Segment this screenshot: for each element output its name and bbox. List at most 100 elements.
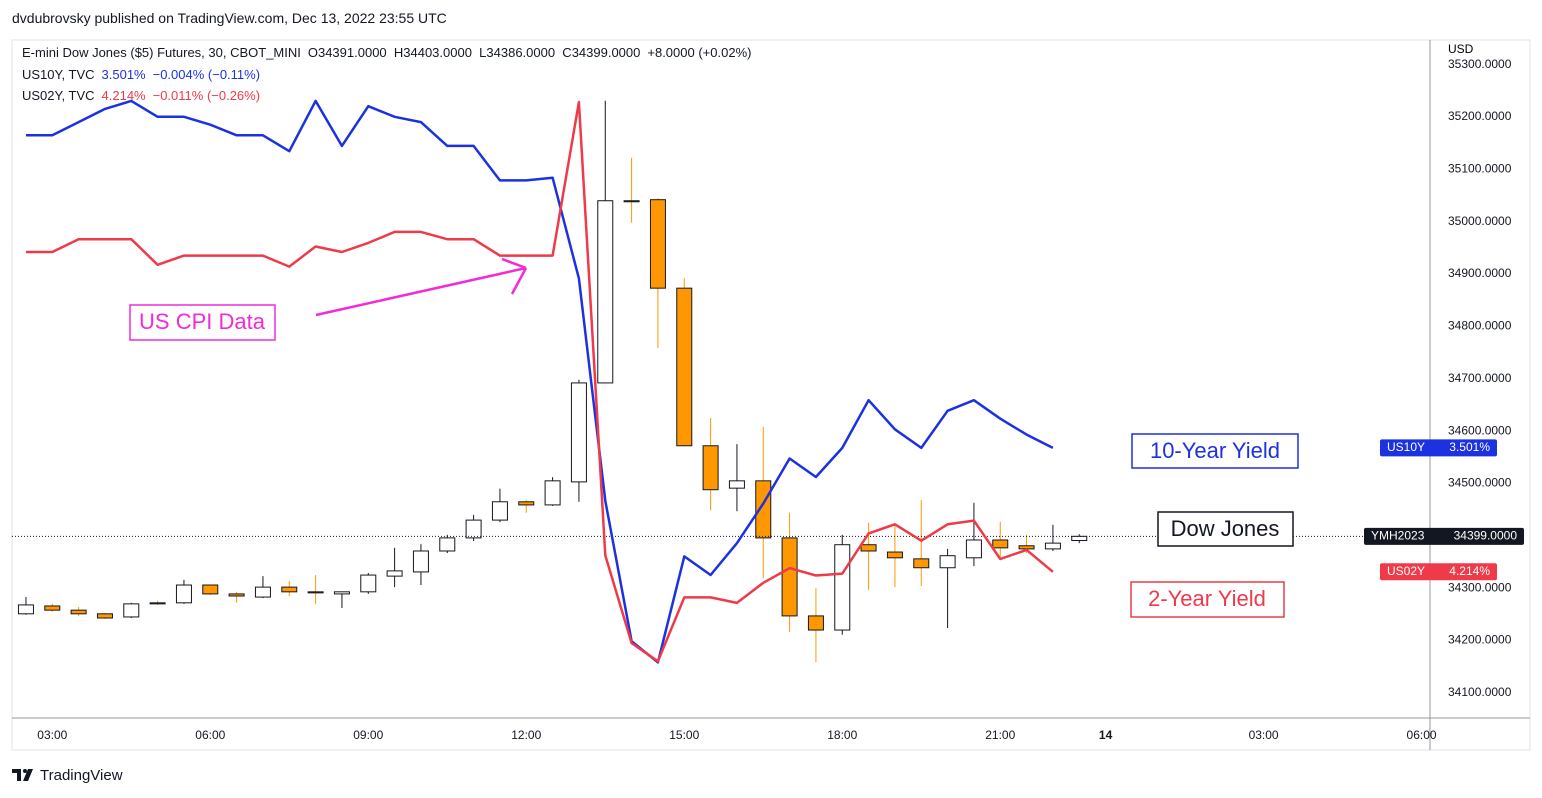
candle-body xyxy=(781,537,798,617)
candle-body xyxy=(44,605,61,611)
arrow xyxy=(315,266,527,317)
annotation-dow: Dow Jones xyxy=(1157,511,1294,547)
x-tick-label: 03:00 xyxy=(1249,728,1279,742)
annotation-text: 2-Year Yield xyxy=(1148,586,1266,611)
legend-ohlc: O34391.0000 H34403.0000 L34386.0000 C343… xyxy=(307,45,641,60)
price-tag-value: 34399.0000 xyxy=(1454,528,1518,542)
legend-change: −0.011% (−0.26%) xyxy=(152,88,261,103)
candle-body xyxy=(175,584,192,604)
yield-line xyxy=(26,99,1054,664)
price-tag-value: 3.501% xyxy=(1449,440,1490,454)
y-tick-label: 34500.0000 xyxy=(1448,476,1512,490)
candle-body xyxy=(386,570,403,577)
candle-body xyxy=(807,615,824,631)
arrow-head xyxy=(501,257,527,270)
legend-change: −0.004% (−0.11%) xyxy=(152,67,261,82)
price-tag-name: US02Y xyxy=(1387,564,1425,578)
candle-body xyxy=(570,382,587,483)
y-tick-label: 34700.0000 xyxy=(1448,371,1512,385)
brand: TradingView xyxy=(40,767,123,784)
legend-value: 4.214% xyxy=(101,88,146,103)
y-tick-label: 34600.0000 xyxy=(1448,423,1512,437)
candle-body xyxy=(728,480,745,489)
legend-name: US02Y, TVC xyxy=(22,88,95,103)
candle-body xyxy=(254,586,271,598)
candle-body xyxy=(623,200,640,203)
y-tick-label: 35000.0000 xyxy=(1448,214,1512,228)
candle-body xyxy=(965,539,982,559)
candle-body xyxy=(597,200,614,384)
candle-body xyxy=(518,501,535,506)
candle-body xyxy=(939,555,956,569)
candle-body xyxy=(913,558,930,569)
candle-body xyxy=(834,544,851,631)
candle-body xyxy=(123,603,140,618)
yield-line xyxy=(26,100,1054,663)
candle-body xyxy=(465,519,482,539)
legend-value: 3.501% xyxy=(101,67,146,82)
y-axis-unit: USD xyxy=(1448,42,1474,56)
legend-2y: US02Y, TVC 4.214% −0.011% (−0.26%) xyxy=(22,88,267,103)
candle-body xyxy=(1071,535,1088,542)
annotation-box xyxy=(1130,581,1285,618)
x-tick-label: 06:00 xyxy=(1407,728,1437,742)
legend-main: E-mini Dow Jones ($5) Futures, 30, CBOT_… xyxy=(22,45,758,60)
annotation-box xyxy=(1157,511,1294,547)
candle-body xyxy=(360,574,377,593)
x-tick-label: 09:00 xyxy=(353,728,383,742)
candle-body xyxy=(307,591,324,594)
annotation-2y: 2-Year Yield xyxy=(1130,581,1285,618)
x-tick-label: 21:00 xyxy=(985,728,1015,742)
candle-body xyxy=(228,593,245,597)
legend-10y: US10Y, TVC 3.501% −0.004% (−0.11%) xyxy=(22,67,267,82)
logo-mark xyxy=(23,769,27,773)
price-tag xyxy=(1380,439,1497,457)
plot xyxy=(12,99,1430,664)
annotation-text: 10-Year Yield xyxy=(1150,438,1280,463)
annotation-text: Dow Jones xyxy=(1171,516,1280,541)
x-tick-label: 18:00 xyxy=(827,728,857,742)
y-tick-label: 34100.0000 xyxy=(1448,685,1512,699)
x-tick-label: 03:00 xyxy=(37,728,67,742)
annotation-10y: 10-Year Yield xyxy=(1131,433,1299,469)
candle-body xyxy=(886,551,903,559)
candle-body xyxy=(544,480,561,506)
annotation-box xyxy=(129,304,276,341)
price-tag xyxy=(1380,563,1497,581)
logo-mark xyxy=(12,769,21,781)
y-tick-label: 35100.0000 xyxy=(1448,161,1512,175)
price-tag-name: US10Y xyxy=(1387,440,1425,454)
annotation-box xyxy=(1131,433,1299,469)
legend-change: +8.0000 (+0.02%) xyxy=(647,45,752,60)
candle-body xyxy=(149,602,166,605)
x-tick-label: 14 xyxy=(1099,728,1113,742)
price-tag-name: YMH2023 xyxy=(1371,528,1425,542)
candle-body xyxy=(412,550,429,573)
price-tag-value: 4.214% xyxy=(1449,564,1490,578)
chart-frame xyxy=(11,39,1531,751)
x-tick-label: 15:00 xyxy=(669,728,699,742)
y-tick-label: 34800.0000 xyxy=(1448,319,1512,333)
logo-mark xyxy=(23,769,33,781)
y-tick-label: 34200.0000 xyxy=(1448,633,1512,647)
y-tick-label: 35300.0000 xyxy=(1448,57,1512,71)
candle-body xyxy=(333,591,350,595)
candle-body xyxy=(491,501,508,521)
candle-body xyxy=(96,613,113,619)
candle-body xyxy=(676,287,693,447)
candle-body xyxy=(992,539,1009,549)
arrow-head xyxy=(510,267,528,295)
legend-name: E-mini Dow Jones ($5) Futures, 30, CBOT_… xyxy=(22,45,301,60)
logo xyxy=(12,769,33,781)
candle-body xyxy=(702,445,719,491)
candle-body xyxy=(281,586,298,593)
annotation-text: US CPI Data xyxy=(139,309,266,334)
y-tick-label: 34900.0000 xyxy=(1448,266,1512,280)
price-tag xyxy=(1364,527,1524,545)
candle-body xyxy=(1018,545,1035,550)
candle-body xyxy=(17,604,34,615)
candle-body xyxy=(649,199,666,289)
x-tick-label: 12:00 xyxy=(511,728,541,742)
